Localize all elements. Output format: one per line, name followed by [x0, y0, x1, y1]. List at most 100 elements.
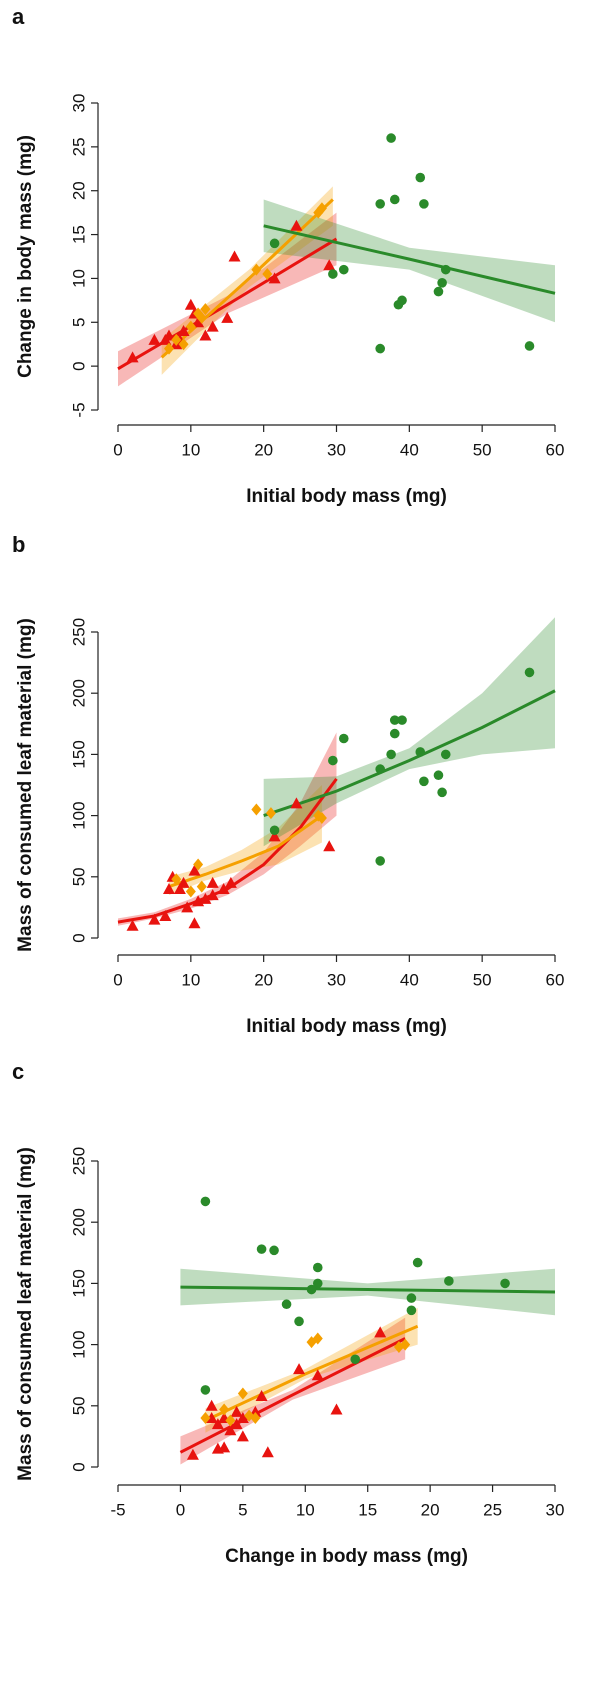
x-tick-label: -5	[110, 1500, 125, 1519]
point	[159, 909, 172, 921]
point	[148, 333, 161, 345]
x-tick-label: 40	[400, 970, 419, 989]
point	[415, 172, 426, 183]
point	[217, 883, 230, 895]
point	[224, 876, 237, 888]
x-tick-label: 0	[176, 1500, 185, 1519]
point	[437, 278, 447, 288]
x-tick-label: 10	[296, 1500, 315, 1519]
point	[173, 883, 186, 895]
point	[225, 1414, 236, 1427]
point	[230, 1418, 243, 1430]
fit-line	[263, 224, 556, 295]
x-tick-label: 30	[327, 440, 346, 459]
point	[281, 1299, 292, 1310]
point	[397, 715, 407, 725]
point	[290, 219, 303, 231]
y-tick-label: 20	[69, 181, 88, 200]
point	[312, 1278, 323, 1289]
point	[163, 342, 174, 355]
point	[444, 1276, 454, 1286]
point	[256, 1244, 267, 1254]
y-tick-label: 0	[69, 933, 88, 942]
point	[419, 199, 429, 209]
point	[323, 840, 336, 852]
point	[237, 1387, 248, 1400]
point	[375, 764, 386, 774]
x-tick-label: 0	[113, 970, 122, 989]
point	[338, 264, 349, 275]
point	[328, 755, 338, 766]
confidence-band	[263, 617, 555, 847]
y-tick-label: 200	[69, 1208, 88, 1236]
point	[171, 873, 182, 886]
point	[236, 1430, 249, 1442]
point	[397, 295, 407, 306]
point	[185, 320, 196, 333]
point	[196, 880, 207, 893]
point	[269, 1245, 279, 1256]
point	[199, 329, 212, 341]
point	[316, 812, 327, 825]
fit-line	[204, 1324, 419, 1422]
y-tick-label: 0	[69, 1462, 88, 1471]
point	[218, 1441, 231, 1453]
y-tick-label: 10	[69, 269, 88, 288]
point	[206, 320, 219, 332]
point	[290, 797, 303, 809]
y-tick-label: 250	[69, 618, 88, 646]
point	[524, 667, 535, 678]
point	[192, 316, 205, 328]
point	[350, 1354, 361, 1365]
x-axis-label: Initial body mass (mg)	[246, 486, 447, 507]
point	[186, 1448, 199, 1460]
point	[415, 747, 426, 757]
point	[316, 202, 327, 215]
point	[412, 1257, 423, 1268]
point	[440, 749, 451, 760]
y-tick-label: 200	[69, 679, 88, 707]
x-tick-label: 50	[473, 970, 492, 989]
point	[375, 343, 386, 354]
x-tick-label: 0	[113, 440, 122, 459]
point	[386, 133, 396, 143]
point	[188, 864, 201, 876]
y-tick-label: 50	[69, 1396, 88, 1415]
point	[255, 1390, 268, 1402]
x-tick-label: 20	[421, 1500, 440, 1519]
point	[251, 263, 262, 276]
point	[200, 1385, 211, 1395]
y-tick-label: 100	[69, 1330, 88, 1358]
x-tick-label: 20	[254, 440, 273, 459]
point	[228, 250, 241, 262]
point	[437, 787, 447, 798]
point	[328, 269, 338, 279]
point	[148, 913, 161, 925]
y-tick-label: 25	[69, 137, 88, 156]
point	[312, 1262, 323, 1273]
y-tick-label: 50	[69, 867, 88, 886]
x-axis-label: Initial body mass (mg)	[246, 1016, 447, 1037]
point	[206, 889, 219, 901]
point	[400, 1338, 411, 1351]
point	[196, 311, 207, 324]
x-axis-label: Change in body mass (mg)	[225, 1546, 468, 1567]
point	[206, 876, 219, 888]
x-tick-label: 15	[358, 1500, 377, 1519]
point	[374, 1326, 387, 1338]
point	[162, 883, 175, 895]
point	[211, 1418, 224, 1430]
confidence-band	[180, 1268, 555, 1316]
y-axis-label: Change in body mass (mg)	[15, 135, 36, 378]
point	[199, 892, 212, 904]
point	[419, 776, 429, 787]
point	[184, 298, 197, 310]
point	[268, 830, 281, 842]
point	[251, 803, 262, 816]
point	[261, 1446, 274, 1458]
point	[177, 876, 190, 888]
confidence-band	[168, 785, 322, 896]
x-tick-label: 25	[483, 1500, 502, 1519]
fit-line	[117, 237, 338, 371]
y-tick-label: 5	[69, 318, 88, 327]
